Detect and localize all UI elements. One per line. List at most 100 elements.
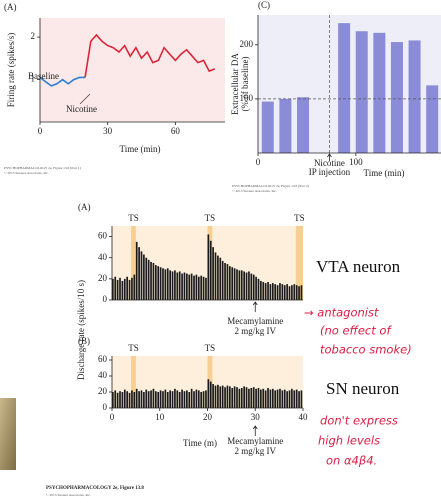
- handwritten-note: on α4β4.: [326, 454, 377, 468]
- histogram-bar: [291, 285, 293, 300]
- x-axis-label: Time (min): [364, 168, 405, 178]
- neuron-label: VTA neuron: [316, 257, 401, 276]
- footnote: PSYCHOPHARMACOLOGY 2e, Figure 13.6 (Part…: [4, 166, 82, 171]
- bar: [373, 32, 386, 153]
- y-axis-label: Firing rate (spikes/s): [6, 33, 16, 108]
- histogram-bar: [162, 268, 164, 300]
- histogram-bar: [226, 385, 229, 408]
- shade-label: TS: [128, 343, 139, 353]
- histogram-bar: [202, 391, 205, 408]
- x-tick-label: 20: [203, 412, 213, 422]
- histogram-bar: [236, 387, 238, 408]
- histogram-bar: [116, 279, 119, 300]
- histogram-bar: [157, 266, 160, 300]
- histogram-bar: [202, 276, 205, 300]
- histogram-bar: [131, 390, 133, 408]
- histogram-bar: [283, 285, 286, 300]
- shade-label: TS: [128, 213, 139, 223]
- bar: [408, 40, 421, 153]
- histogram-bar: [245, 387, 248, 408]
- histogram-bar: [178, 271, 181, 300]
- histogram-bar: [138, 247, 140, 300]
- histogram-bar: [162, 391, 164, 408]
- histogram-bar: [193, 391, 195, 408]
- histogram-bar: [217, 255, 219, 300]
- histogram-bar: [171, 271, 174, 300]
- histogram-bar: [121, 392, 124, 408]
- histogram-bar: [133, 392, 136, 408]
- histogram-bar: [288, 390, 291, 408]
- histogram-bar: [209, 240, 212, 300]
- histogram-bar: [121, 280, 124, 300]
- histogram-bar: [264, 390, 267, 408]
- panel-label: (A): [78, 202, 91, 212]
- histogram-bar: [283, 389, 286, 408]
- panel-label: (C): [258, 0, 270, 10]
- x-tick-label: 30: [251, 412, 261, 422]
- histogram-bar: [119, 391, 121, 408]
- legend-label: Baseline: [28, 71, 59, 81]
- histogram-bar: [150, 261, 152, 300]
- y-tick-label: 60: [98, 231, 108, 241]
- histogram-bar: [140, 251, 143, 300]
- caption: © 2013 Sinauer Associates, Inc.: [46, 492, 91, 498]
- histogram-bar: [231, 388, 234, 408]
- histogram-bar: [238, 388, 241, 408]
- y-axis-label: Discharge rate (spikes/10 s): [76, 280, 86, 380]
- histogram-bar: [217, 384, 219, 408]
- legend-label: Nicotine: [66, 104, 97, 114]
- histogram-bar: [166, 392, 169, 408]
- histogram-bar: [138, 391, 140, 408]
- event-label: 2 mg/kg IV: [235, 446, 277, 456]
- histogram-bar: [248, 388, 250, 408]
- bar: [261, 101, 274, 153]
- histogram-bar: [279, 283, 281, 300]
- histogram-bar: [143, 392, 145, 408]
- histogram-bar: [243, 271, 245, 300]
- shade-label: TS: [205, 213, 216, 223]
- y-tick-label: 40: [98, 370, 108, 380]
- histogram-bar: [207, 234, 210, 300]
- plot-background: [40, 18, 225, 122]
- histogram-bar: [128, 392, 131, 408]
- histogram-bar: [252, 387, 255, 408]
- histogram-bar: [147, 259, 150, 300]
- histogram-bar: [147, 391, 150, 408]
- handwritten-note: high levels: [318, 434, 380, 448]
- histogram-bar: [212, 247, 214, 300]
- y-axis-label: Extracellular DA: [230, 53, 240, 115]
- y-tick-label: 100: [240, 93, 254, 103]
- event-arrow: [252, 425, 258, 436]
- histogram-bar: [221, 385, 224, 408]
- histogram-bar: [150, 390, 152, 408]
- histogram-bar: [183, 391, 186, 408]
- histogram-bar: [226, 264, 229, 300]
- x-tick-label: 60: [171, 126, 181, 136]
- histogram-bar: [197, 390, 200, 408]
- x-tick-label: 40: [299, 412, 309, 422]
- histogram-bar: [169, 270, 171, 300]
- histogram-bar: [164, 389, 167, 408]
- histogram-bar: [276, 285, 279, 300]
- histogram-bar: [233, 386, 236, 408]
- histogram-bar: [205, 390, 207, 408]
- histogram-bar: [240, 270, 243, 300]
- handwritten-note: tobacco smoke): [320, 343, 412, 357]
- histogram-bar: [228, 266, 231, 300]
- histogram-bar: [152, 263, 155, 300]
- histogram-bar: [193, 275, 195, 300]
- histogram-bar: [245, 272, 248, 300]
- histogram-bar: [131, 277, 133, 300]
- histogram-bar: [112, 278, 114, 300]
- histogram-bar: [140, 390, 143, 408]
- histogram-bar: [135, 241, 138, 300]
- histogram-bar: [145, 389, 148, 408]
- x-tick-label: 0: [256, 157, 261, 167]
- histogram-bar: [271, 283, 274, 300]
- histogram-bar: [126, 391, 129, 408]
- histogram-bar: [267, 388, 269, 408]
- histogram-bar: [255, 276, 257, 300]
